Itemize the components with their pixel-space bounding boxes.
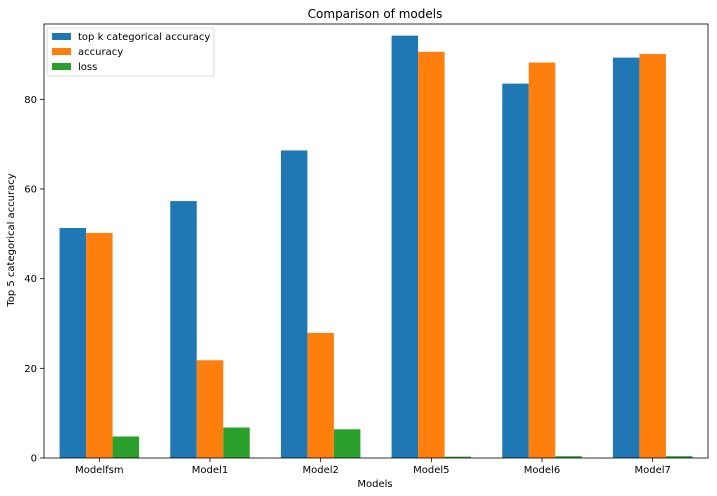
x-tick-label: Model7 bbox=[634, 465, 670, 476]
x-tick-label: Model5 bbox=[413, 465, 449, 476]
bar bbox=[391, 35, 419, 458]
bar bbox=[86, 232, 113, 458]
plot-area: 0 20 40 60 80 Modelfsm Model1 Model2 Model5 Model… bbox=[24, 23, 709, 476]
bar bbox=[333, 429, 361, 458]
bar bbox=[112, 436, 140, 458]
y-axis-label: Top 5 categorical accuracy bbox=[6, 173, 17, 307]
x-tick-label: Model1 bbox=[192, 465, 228, 476]
x-tick-label: Model2 bbox=[302, 465, 338, 476]
y-tick-label: 20 bbox=[24, 364, 37, 375]
chart-title: Comparison of models bbox=[308, 7, 443, 21]
bar bbox=[555, 456, 582, 458]
legend: top k categorical accuracy accuracy loss bbox=[46, 27, 215, 77]
legend-swatch bbox=[52, 33, 71, 40]
bar bbox=[307, 332, 334, 458]
bar bbox=[612, 57, 640, 458]
y-tick-label: 60 bbox=[24, 184, 37, 195]
x-tick-label: Model6 bbox=[524, 465, 560, 476]
y-tick-label: 40 bbox=[24, 274, 37, 285]
legend-box bbox=[46, 27, 215, 77]
plot-frame bbox=[43, 23, 709, 459]
legend-label: loss bbox=[78, 62, 97, 73]
x-tick-label: Modelfsm bbox=[75, 465, 124, 476]
y-tick-label: 80 bbox=[24, 95, 37, 106]
legend-label: top k categorical accuracy bbox=[78, 32, 210, 43]
x-axis-label: Models bbox=[357, 479, 392, 490]
bar bbox=[223, 427, 250, 458]
bar bbox=[170, 201, 197, 458]
legend-label: accuracy bbox=[78, 47, 123, 58]
legend-swatch bbox=[52, 48, 71, 55]
bar bbox=[502, 83, 529, 458]
legend-swatch bbox=[52, 63, 71, 70]
bar bbox=[639, 54, 666, 458]
bar bbox=[418, 51, 445, 459]
bar bbox=[280, 150, 308, 458]
bar bbox=[665, 456, 693, 458]
bar bbox=[196, 360, 224, 458]
bar bbox=[528, 62, 556, 459]
bar bbox=[444, 456, 472, 458]
y-tick-label: 0 bbox=[31, 454, 37, 465]
bar bbox=[59, 228, 87, 458]
